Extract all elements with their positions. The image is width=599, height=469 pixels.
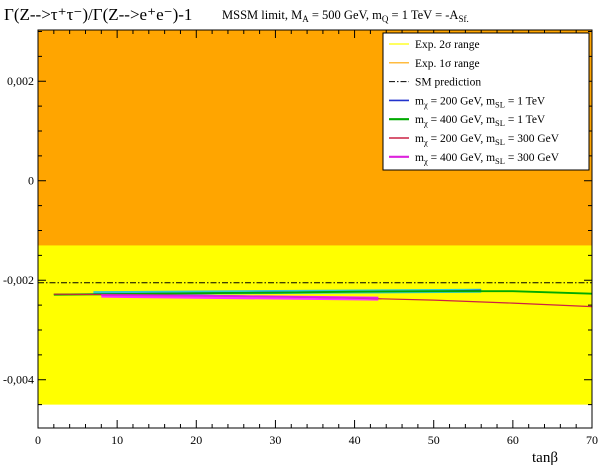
y-tick-label: -0,004	[3, 373, 34, 387]
chart-subtitle: MSSM limit, MA = 500 GeV, mQ = 1 TeV = -…	[222, 8, 469, 24]
legend-label: Exp. 1σ range	[415, 58, 480, 70]
legend: Exp. 2σ range Exp. 1σ range SM prediction m…	[382, 32, 590, 171]
x-axis-label: tanβ	[532, 450, 558, 466]
x-tick-label: 70	[586, 433, 598, 447]
plot-frame	[37, 29, 593, 429]
legend-label: mχ = 400 GeV, mSL = 1 TeV	[415, 114, 546, 128]
x-tick-label: 40	[349, 433, 361, 447]
legend-label: mχ = 200 GeV, mSL = 300 GeV	[415, 133, 560, 147]
legend-label: Exp. 2σ range	[415, 39, 480, 51]
x-tick-label: 10	[111, 433, 123, 447]
legend-label: SM prediction	[415, 77, 481, 89]
x-tick-label: 20	[190, 433, 202, 447]
series-line-4	[101, 294, 379, 300]
y-tick-label: 0	[28, 174, 34, 188]
y-tick-label: -0,002	[3, 273, 34, 287]
legend-label: mχ = 400 GeV, mSL = 300 GeV	[415, 152, 560, 166]
x-tick-label: 30	[269, 433, 281, 447]
x-tick-label: 50	[428, 433, 440, 447]
x-tick-label: 60	[507, 433, 519, 447]
chart-title: Γ(Z-->τ⁺τ⁻)/Γ(Z-->e⁺e⁻)-1	[4, 5, 192, 24]
y-tick-label: 0,002	[7, 74, 34, 88]
axes: 0 10 20 30 40 50 60 70 0,002 0 -0,002 -0,004	[3, 29, 598, 447]
legend-box	[382, 32, 590, 171]
series-line-2	[53, 290, 593, 296]
legend-label: mχ = 200 GeV, mSL = 1 TeV	[415, 95, 546, 109]
x-tick-label: 0	[35, 433, 41, 447]
